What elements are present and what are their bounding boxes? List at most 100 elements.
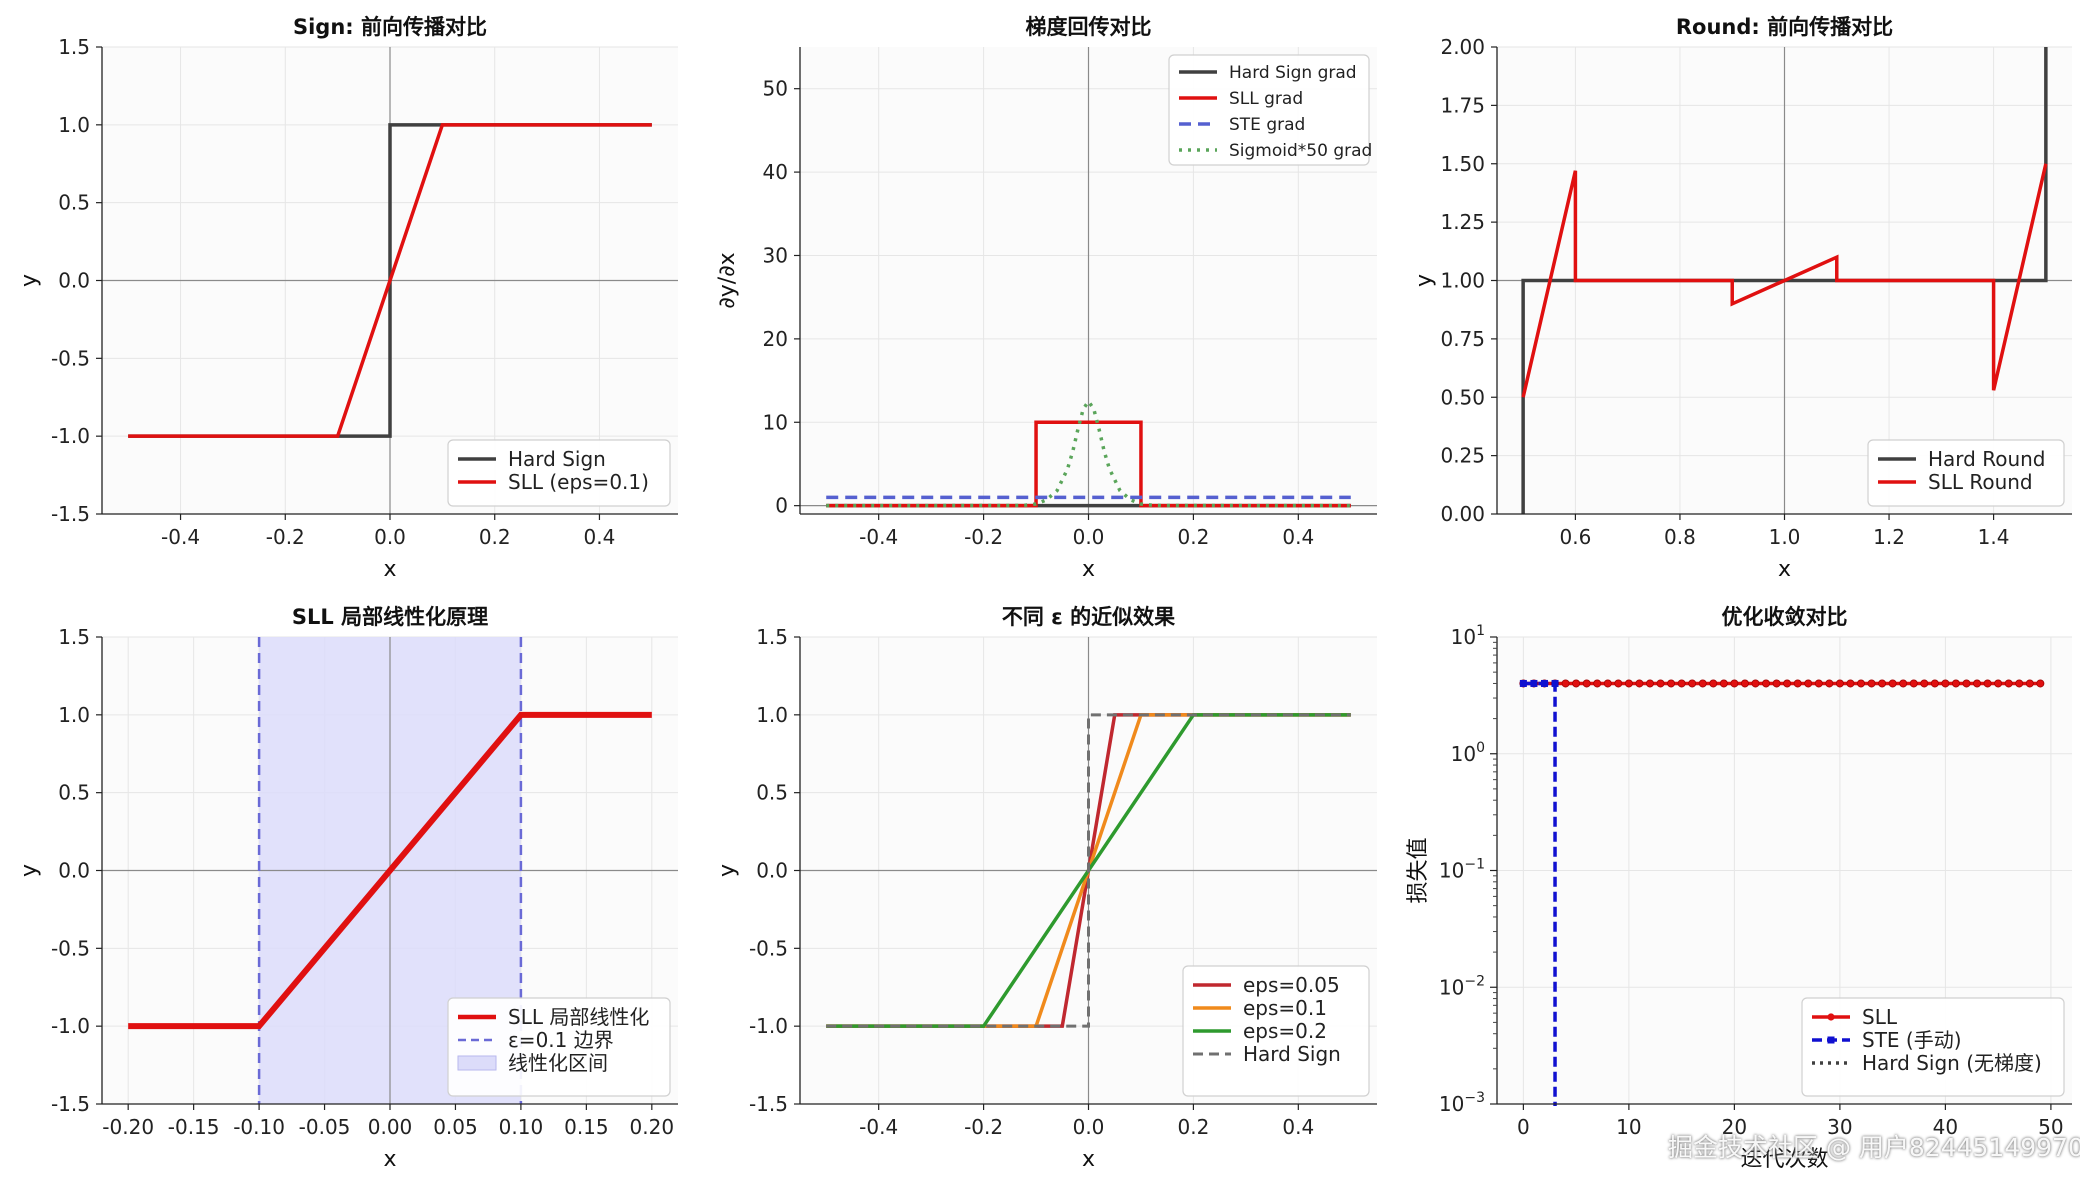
legend-label: Hard Sign <box>1243 1042 1341 1066</box>
chart-p1: -0.4 -0.2 0.0 0.2 0.4 -1.5 -1.0 -0.5 0.0 0.5 1.0 1.… <box>17 15 678 582</box>
legend-label: Hard Sign grad <box>1229 63 1357 83</box>
data-point <box>1656 679 1665 688</box>
legend-box <box>447 997 671 1097</box>
y-tick-label: 1.0 <box>756 703 788 727</box>
x-tick-label: 0.4 <box>1282 1115 1314 1139</box>
data-point <box>1920 679 1929 688</box>
data-point <box>1878 679 1887 688</box>
x-tick-label: 0.4 <box>1282 525 1314 549</box>
data-point <box>1730 679 1739 688</box>
y-tick-label: 1.25 <box>1440 210 1485 234</box>
data-point <box>1888 679 1897 688</box>
y-tick-label: 101 <box>1451 623 1485 649</box>
x-tick-label: -0.20 <box>102 1115 154 1139</box>
y-tick-label: -1.0 <box>749 1014 788 1038</box>
legend-label: STE (手动) <box>1862 1028 1962 1052</box>
data-point <box>1698 679 1707 688</box>
y-tick-label: 20 <box>763 327 788 351</box>
data-point <box>1614 679 1623 688</box>
data-point <box>1983 679 1992 688</box>
y-axis-label: y <box>17 274 42 287</box>
y-tick-label: 2.00 <box>1440 35 1485 59</box>
chart-title: Sign: 前向传播对比 <box>293 15 487 39</box>
x-tick-label: 40 <box>1933 1115 1958 1139</box>
data-point <box>1677 679 1686 688</box>
x-tick-label: -0.4 <box>859 1115 898 1139</box>
y-axis-label: y <box>715 864 740 877</box>
data-point <box>2025 679 2034 688</box>
y-tick-label: 0.0 <box>58 859 90 883</box>
data-point <box>2004 679 2013 688</box>
y-tick-label: 10−3 <box>1439 1090 1485 1116</box>
data-point <box>1909 679 1918 688</box>
y-tick-label: 0.00 <box>1440 502 1485 526</box>
x-tick-label: 0.05 <box>433 1115 478 1139</box>
chart-title: 优化收敛对比 <box>1722 605 1848 629</box>
x-tick-label: 0.10 <box>499 1115 544 1139</box>
x-tick-label: 0.8 <box>1664 525 1696 549</box>
y-tick-label: 0.0 <box>58 269 90 293</box>
x-tick-label: 20 <box>1722 1115 1747 1139</box>
y-axis-label: y <box>17 864 42 877</box>
data-point <box>1645 679 1654 688</box>
y-tick-label: 1.75 <box>1440 93 1485 117</box>
legend-label: eps=0.05 <box>1243 973 1340 997</box>
data-point <box>1856 679 1865 688</box>
data-point <box>1561 679 1570 688</box>
x-tick-label: 30 <box>1827 1115 1852 1139</box>
y-tick-label: -1.0 <box>51 424 90 448</box>
data-point <box>1793 679 1802 688</box>
data-point <box>1962 679 1971 688</box>
x-tick-label: 0.20 <box>630 1115 675 1139</box>
data-point <box>1551 679 1559 687</box>
y-tick-label: 0.75 <box>1440 327 1485 351</box>
legend-label: Sigmoid*50 grad <box>1229 141 1372 161</box>
series-line-1 <box>128 123 652 438</box>
legend-label: SLL 局部线性化 <box>508 1005 649 1029</box>
data-point <box>1540 679 1548 687</box>
data-point <box>1740 679 1749 688</box>
data-point <box>1603 679 1612 688</box>
chart-p5: -0.4 -0.2 0.0 0.2 0.4 -1.5 -1.0 -0.5 0.0 0.5 1.0 1.… <box>715 605 1377 1172</box>
x-tick-label: 0.2 <box>1178 525 1210 549</box>
y-tick-label: 1.0 <box>58 703 90 727</box>
legend-box <box>447 439 671 507</box>
chart-p4: -0.20 -0.15 -0.10 -0.05 0.00 0.05 0.10 0.15 0.20… <box>17 605 678 1172</box>
y-tick-label: 1.5 <box>756 625 788 649</box>
data-point <box>1930 679 1939 688</box>
data-point <box>1709 679 1718 688</box>
data-point <box>1751 679 1760 688</box>
x-tick-label: 0.15 <box>564 1115 609 1139</box>
legend-label: Hard Sign <box>508 447 606 471</box>
x-tick-label: -0.4 <box>859 525 898 549</box>
legend-box <box>1801 997 2065 1097</box>
y-tick-label: 1.5 <box>58 625 90 649</box>
x-tick-label: 0.4 <box>584 525 616 549</box>
y-axis-label: 损失值 <box>1406 837 1431 903</box>
legend-label: SLL Round <box>1928 470 2033 494</box>
chart-p2: -0.4 -0.2 0.0 0.2 0.4 0 10 20 30 40 50 梯度回传对比 x ∂y/∂x… <box>715 15 1377 582</box>
data-point <box>1994 679 2003 688</box>
data-point <box>1530 679 1538 687</box>
data-point <box>2015 679 2024 688</box>
legend-box <box>1168 54 1370 166</box>
y-tick-label: -1.5 <box>51 502 90 526</box>
legend-label: ε=0.1 边界 <box>508 1028 614 1052</box>
x-tick-label: 0.0 <box>1073 1115 1105 1139</box>
data-point <box>1719 679 1728 688</box>
y-tick-label: 0.5 <box>58 191 90 215</box>
data-point <box>1688 679 1697 688</box>
legend-label: Hard Round <box>1928 447 2046 471</box>
x-tick-label: 0.2 <box>479 525 511 549</box>
data-point <box>1624 679 1633 688</box>
y-tick-label: 40 <box>763 160 788 184</box>
data-point <box>2036 679 2045 688</box>
x-tick-label: -0.10 <box>233 1115 285 1139</box>
x-tick-label: 0.2 <box>1178 1115 1210 1139</box>
x-axis-label: x <box>383 1147 396 1172</box>
y-tick-label: 10 <box>763 410 788 434</box>
